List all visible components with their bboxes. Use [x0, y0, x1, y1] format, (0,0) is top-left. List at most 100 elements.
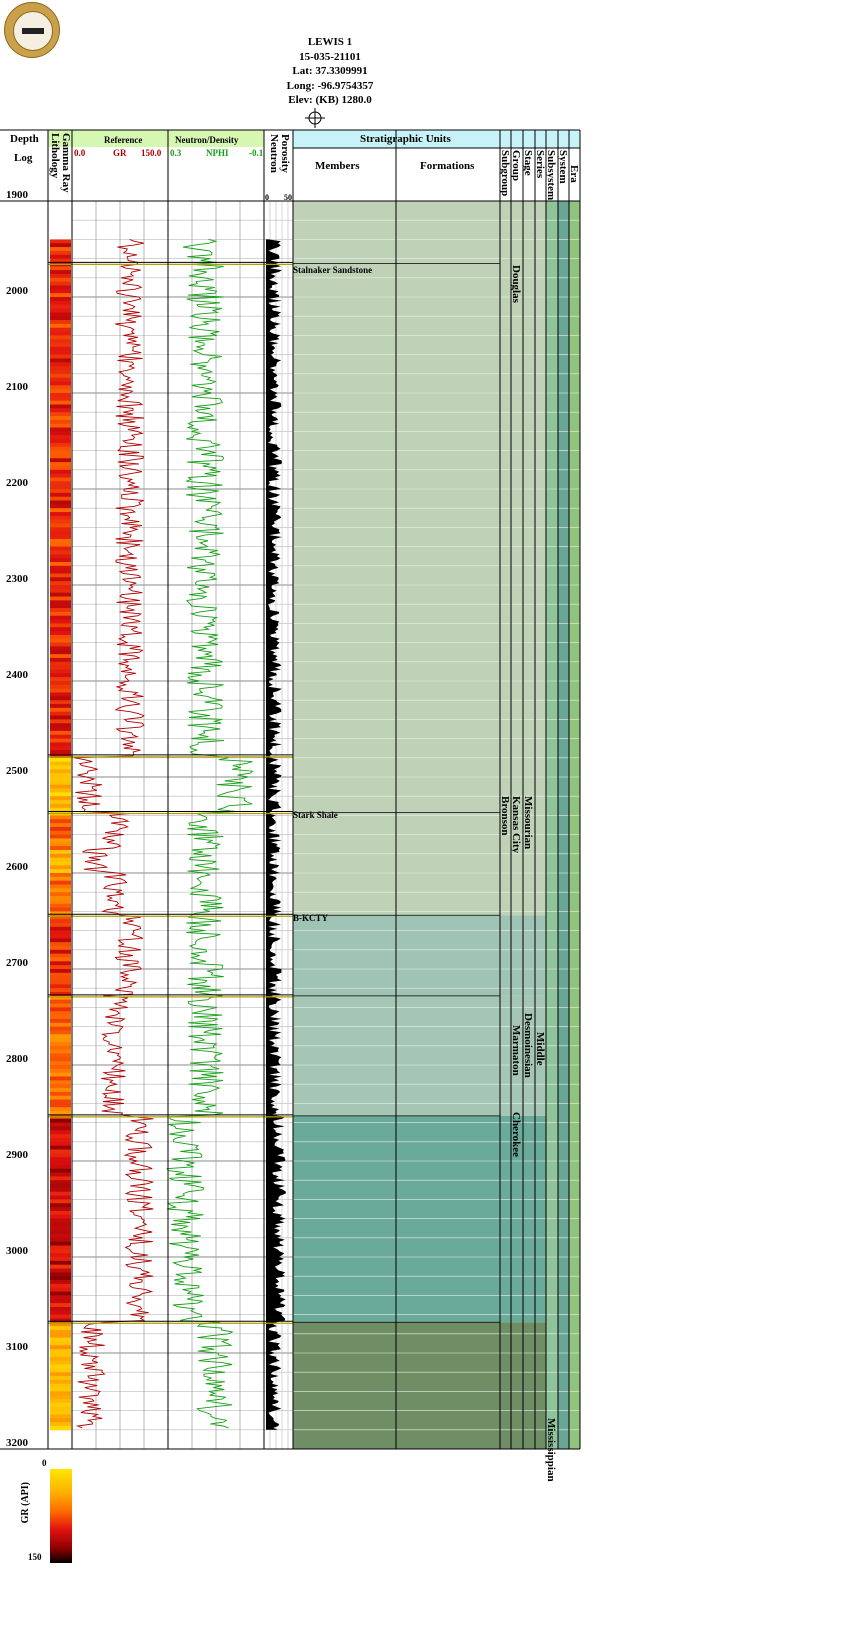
lithology-cell	[50, 1084, 71, 1089]
lithology-cell	[50, 1345, 71, 1350]
lithology-cell	[50, 385, 71, 390]
lithology-cell	[50, 450, 71, 455]
lithology-cell	[50, 949, 71, 955]
stage-label: Missourian	[522, 796, 534, 850]
lithology-cell	[50, 792, 71, 797]
lithology-cell	[50, 1199, 71, 1204]
member-label: B-KCTY	[293, 913, 329, 923]
lithology-cell	[50, 277, 71, 283]
lithology-cell	[50, 523, 71, 528]
lithology-cell	[50, 819, 71, 824]
lithology-cell	[50, 431, 71, 436]
lithology-cell	[50, 581, 71, 586]
nd-curve: NPHI	[206, 148, 229, 158]
lithology-cell	[50, 554, 71, 559]
lithology-cell	[50, 1337, 71, 1342]
lithology-cell	[50, 673, 71, 678]
lithology-cell	[50, 665, 71, 670]
lithology-cell	[50, 604, 71, 609]
group-label: Douglas	[510, 265, 522, 303]
lithology-cell	[50, 1237, 71, 1243]
lithology-cell	[50, 1372, 71, 1377]
well-name: LEWIS 1	[307, 36, 353, 48]
nd-min: 0.3	[170, 148, 182, 158]
lithology-cell	[50, 1418, 71, 1423]
lithology-cell	[50, 1088, 71, 1093]
lithology-cell	[50, 1230, 71, 1235]
lithology-cell	[50, 1068, 71, 1074]
depth-label: 1900	[6, 189, 28, 201]
lithology-cell	[50, 800, 71, 805]
lithology-cell	[50, 919, 71, 924]
lithology-cell	[50, 508, 71, 513]
lithology-cell	[50, 1253, 71, 1258]
lithology-cell	[50, 734, 71, 740]
gr-scale-min: 0	[42, 1458, 47, 1468]
elevation: Elev: (KB) 1280.0	[288, 94, 372, 106]
lithology-cell	[50, 746, 71, 751]
members-title: Members	[315, 160, 360, 172]
lithology-cell	[50, 1076, 71, 1081]
lithology-cell	[50, 876, 71, 882]
lithology-cell	[50, 289, 71, 294]
depth-label: 3200	[6, 1437, 28, 1449]
lithology-cell	[50, 738, 71, 743]
lithology-cell	[50, 323, 71, 329]
lithology-cell	[50, 558, 71, 563]
lithology-cell	[50, 266, 71, 271]
lithology-cell	[50, 369, 71, 375]
strat-header-fill	[293, 130, 580, 148]
lithology-cell	[50, 1134, 71, 1139]
lithology-cell	[50, 692, 71, 697]
lithology-cell	[50, 657, 71, 663]
lithology-cell	[50, 707, 71, 713]
depth-label: 2400	[6, 669, 28, 681]
neutron-title: Neutron	[268, 134, 280, 173]
lithology-cell	[50, 1222, 71, 1227]
era-column-fill	[546, 201, 558, 1449]
lithology-cell	[50, 1291, 71, 1296]
lithology-cell	[50, 1406, 71, 1412]
lithology-cell	[50, 1241, 71, 1246]
lithology-cell	[50, 531, 71, 536]
lithology-cell	[50, 393, 71, 398]
lithology-cell	[50, 1333, 71, 1339]
lithology-cell	[50, 1295, 71, 1300]
depth-label: 2700	[6, 957, 28, 969]
porosity-max: 50	[284, 193, 292, 202]
lithology-cell	[50, 442, 71, 448]
reference-title: Reference	[104, 135, 143, 145]
lithology-cell	[50, 999, 71, 1005]
lithology-cell	[50, 1306, 71, 1312]
lithology-cell	[50, 346, 71, 352]
gr-color-scale	[50, 1469, 72, 1563]
lithology-cell	[50, 339, 71, 344]
lithology-cell	[50, 381, 71, 386]
lithology-cell	[50, 596, 71, 601]
lithology-cell	[50, 465, 71, 471]
lithology-cell	[50, 496, 71, 502]
lithology-cell	[50, 485, 71, 490]
lithology-cell	[50, 853, 71, 859]
lithology-cell	[50, 992, 71, 997]
lithology-cell	[50, 1387, 71, 1392]
lithology-cell	[50, 972, 71, 978]
lithology-cell	[50, 1399, 71, 1404]
lithology-cell	[50, 1360, 71, 1366]
depth-label: 2500	[6, 765, 28, 777]
lithology-cell	[50, 815, 71, 820]
lithology-cell	[50, 423, 71, 429]
lithology-cell	[50, 1264, 71, 1270]
kgs-logo	[4, 2, 60, 58]
lithology-cell	[50, 654, 71, 659]
lithology-cell	[50, 1168, 71, 1174]
lithology-cell	[50, 366, 71, 371]
lithology-cell	[50, 730, 71, 736]
lithology-cell	[50, 569, 71, 574]
gr-scale-max: 150	[28, 1552, 42, 1562]
lithology-cell	[50, 1145, 71, 1150]
lithology-cell	[50, 500, 71, 505]
lithology-cell	[50, 953, 71, 958]
lithology-cell	[50, 1153, 71, 1158]
lithology-cell	[50, 1122, 71, 1127]
